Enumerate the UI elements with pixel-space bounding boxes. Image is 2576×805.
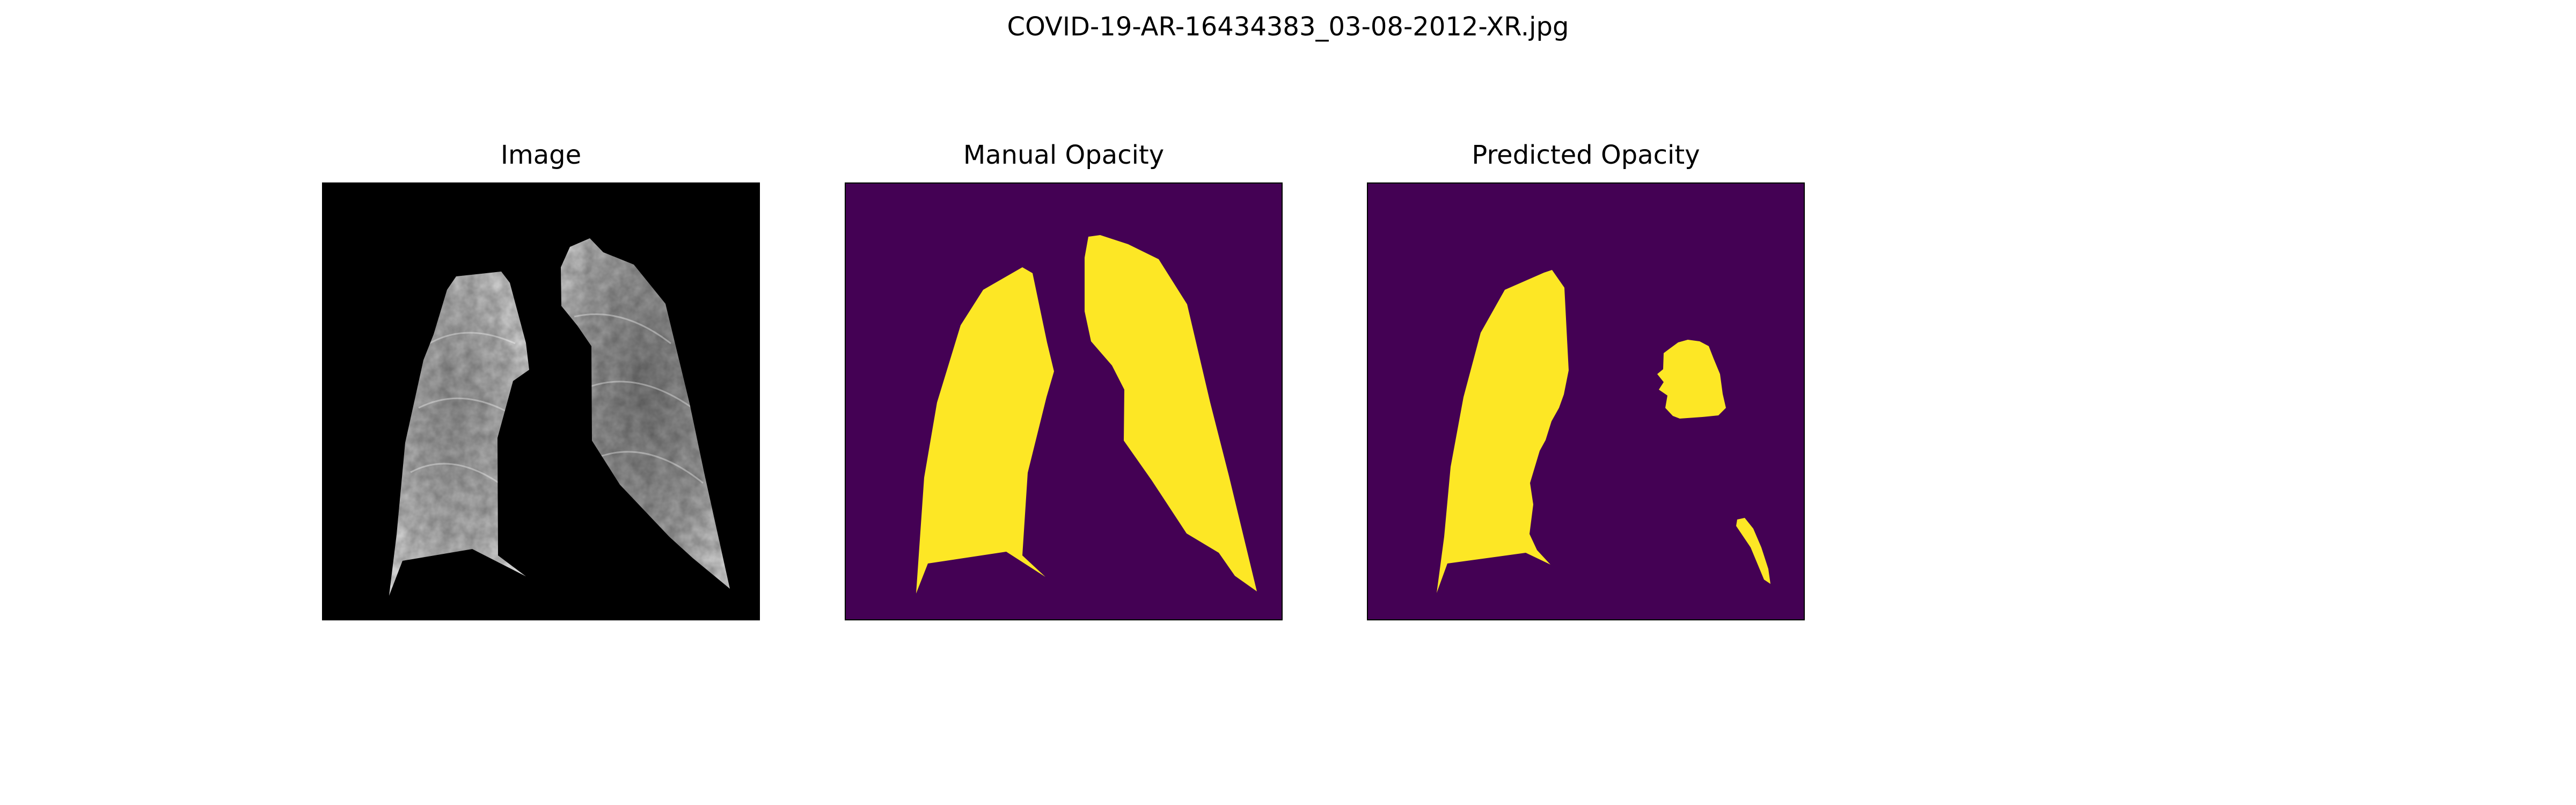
- image-panel-title: Image: [500, 140, 582, 170]
- manual-opacity-title: Manual Opacity: [963, 140, 1165, 170]
- manual-opacity-mask: [845, 182, 1283, 620]
- predicted-opacity-panel: Predicted Opacity: [1367, 140, 1805, 620]
- manual-opacity-panel: Manual Opacity: [845, 140, 1283, 620]
- figure-title: COVID-19-AR-16434383_03-08-2012-XR.jpg: [1007, 12, 1569, 42]
- xray-image: [322, 182, 760, 620]
- image-panel: Image: [322, 140, 760, 620]
- predicted-opacity-mask: [1367, 182, 1805, 620]
- predicted-opacity-title: Predicted Opacity: [1472, 140, 1700, 170]
